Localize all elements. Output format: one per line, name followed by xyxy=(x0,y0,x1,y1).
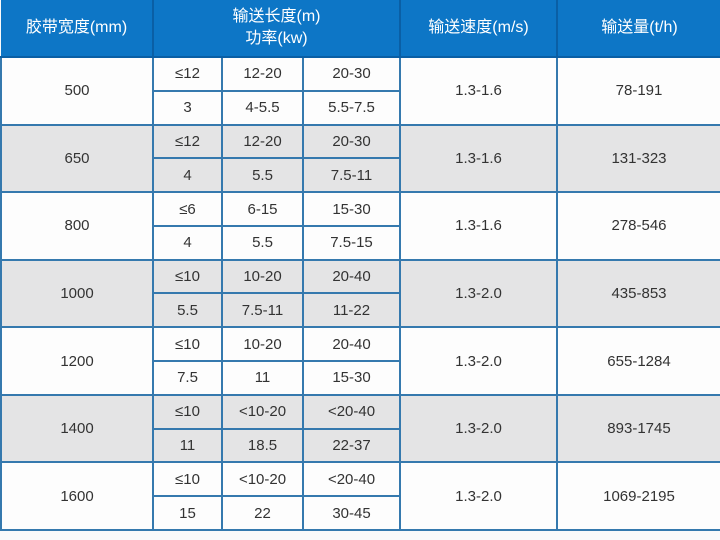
capacity-cell: 131-323 xyxy=(556,123,720,194)
length-cell: 20-30 xyxy=(302,56,401,92)
capacity-cell: 78-191 xyxy=(556,56,720,126)
power-cell: 22-37 xyxy=(302,427,401,464)
capacity-cell: 893-1745 xyxy=(556,393,720,464)
length-cell: 12-20 xyxy=(221,123,304,160)
speed-cell: 1.3-2.0 xyxy=(399,258,558,329)
belt-width-cell: 1200 xyxy=(0,326,154,396)
power-cell: 18.5 xyxy=(221,427,304,464)
table-row: 5.5 7.5-11 11-22 xyxy=(1,292,720,329)
power-cell: 15-30 xyxy=(302,360,401,396)
length-cell: 10-20 xyxy=(221,326,304,363)
length-cell: 20-40 xyxy=(302,258,401,295)
power-cell: 22 xyxy=(221,495,304,531)
power-cell: 30-45 xyxy=(302,495,401,531)
power-cell: 5.5-7.5 xyxy=(302,89,401,126)
length-cell: 15-30 xyxy=(302,191,401,227)
table-row: 1000 ≤10 10-20 20-40 1.3-2.0 435-853 xyxy=(0,258,720,329)
length-cell: 20-30 xyxy=(302,123,401,160)
length-cell: ≤10 xyxy=(152,461,223,498)
capacity-cell: 655-1284 xyxy=(556,326,720,396)
power-cell: 4 xyxy=(152,224,223,261)
length-cell: ≤10 xyxy=(152,258,223,295)
capacity-cell: 278-546 xyxy=(556,191,720,261)
speed-cell: 1.3-1.6 xyxy=(399,123,558,194)
belt-width-cell: 650 xyxy=(0,123,154,194)
power-cell: 4 xyxy=(152,157,223,194)
power-cell: 5.5 xyxy=(221,224,304,261)
power-cell: 5.5 xyxy=(221,157,304,194)
header-length-power: 输送长度(m) 功率(kw) xyxy=(152,0,401,58)
length-cell: <10-20 xyxy=(221,393,304,430)
speed-cell: 1.3-1.6 xyxy=(399,191,558,261)
capacity-cell: 1069-2195 xyxy=(556,461,720,531)
belt-width-cell: 500 xyxy=(0,56,154,126)
table-row: 1400 ≤10 <10-20 <20-40 1.3-2.0 893-1745 xyxy=(0,393,720,464)
length-cell: 20-40 xyxy=(302,326,401,363)
table-row: 4 5.5 7.5-11 xyxy=(1,157,720,194)
table-row: 650 ≤12 12-20 20-30 1.3-1.6 131-323 xyxy=(0,123,720,194)
power-cell: 3 xyxy=(152,89,223,126)
speed-cell: 1.3-2.0 xyxy=(399,393,558,464)
length-cell: 6-15 xyxy=(221,191,304,227)
capacity-cell: 435-853 xyxy=(556,258,720,329)
power-cell: 15 xyxy=(152,495,223,531)
speed-cell: 1.3-1.6 xyxy=(399,56,558,126)
table-row: 1200 ≤10 10-20 20-40 1.3-2.0 655-1284 xyxy=(0,326,720,396)
header-row: 胶带宽度(mm) 输送长度(m) 功率(kw) 输送速度(m/s) 输送量(t/… xyxy=(1,0,720,58)
power-cell: 7.5-11 xyxy=(302,157,401,194)
length-cell: 12-20 xyxy=(221,56,304,92)
length-cell: ≤10 xyxy=(152,326,223,363)
length-cell: ≤12 xyxy=(152,123,223,160)
power-cell: 4-5.5 xyxy=(221,89,304,126)
length-cell: 10-20 xyxy=(221,258,304,295)
header-speed: 输送速度(m/s) xyxy=(399,0,558,58)
belt-width-cell: 800 xyxy=(0,191,154,261)
belt-width-cell: 1600 xyxy=(0,461,154,531)
length-cell: <20-40 xyxy=(302,461,401,498)
power-cell: 7.5 xyxy=(152,360,223,396)
belt-width-cell: 1000 xyxy=(0,258,154,329)
power-cell: 7.5-11 xyxy=(221,292,304,329)
header-power-label: 功率(kw) xyxy=(245,30,308,47)
power-cell: 11-22 xyxy=(302,292,401,329)
length-cell: ≤6 xyxy=(152,191,223,227)
table-row: 1600 ≤10 <10-20 <20-40 1.3-2.0 1069-2195 xyxy=(0,461,720,531)
length-cell: <10-20 xyxy=(221,461,304,498)
table-row: 7.5 11 15-30 xyxy=(1,360,720,396)
length-cell: <20-40 xyxy=(302,393,401,430)
header-capacity: 输送量(t/h) xyxy=(556,0,720,58)
table-row: 800 ≤6 6-15 15-30 1.3-1.6 278-546 xyxy=(0,191,720,261)
power-cell: 11 xyxy=(152,427,223,464)
table-row: 11 18.5 22-37 xyxy=(1,427,720,464)
table-row: 500 ≤12 12-20 20-30 1.3-1.6 78-191 xyxy=(0,56,720,126)
speed-cell: 1.3-2.0 xyxy=(399,326,558,396)
power-cell: 5.5 xyxy=(152,292,223,329)
table-row: 3 4-5.5 5.5-7.5 xyxy=(1,89,720,126)
table-row: 4 5.5 7.5-15 xyxy=(1,224,720,261)
table-row: 15 22 30-45 xyxy=(1,495,720,531)
power-cell: 11 xyxy=(221,360,304,396)
header-belt-width: 胶带宽度(mm) xyxy=(1,0,154,58)
header-length-label: 输送长度(m) xyxy=(232,8,321,26)
speed-cell: 1.3-2.0 xyxy=(399,461,558,531)
belt-width-cell: 1400 xyxy=(0,393,154,464)
length-cell: ≤10 xyxy=(152,393,223,430)
length-cell: ≤12 xyxy=(152,56,223,92)
power-cell: 7.5-15 xyxy=(302,224,401,261)
